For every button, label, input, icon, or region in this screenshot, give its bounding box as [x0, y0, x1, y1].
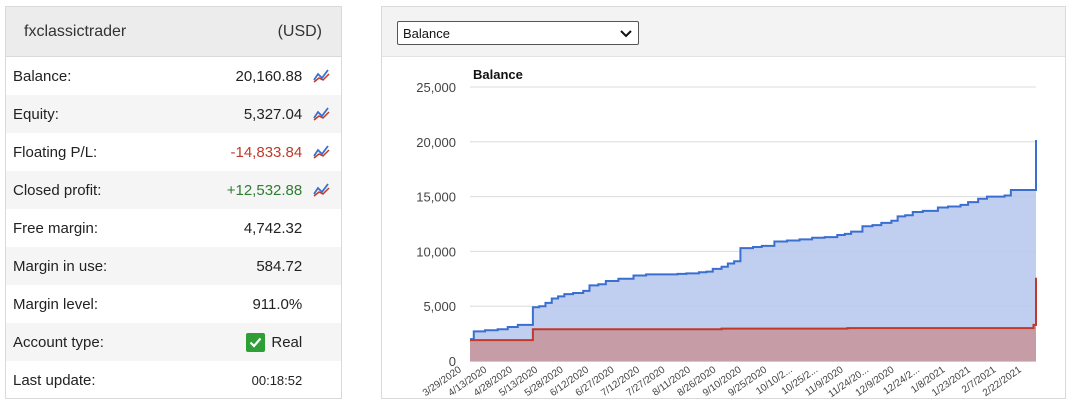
chart-type-select[interactable]: Balance — [397, 21, 639, 45]
free-margin-value: 4,742.32 — [243, 219, 303, 237]
balance-line — [470, 140, 1037, 341]
account-stats-table: Balance: 20,160.88 Equity: 5,327.04 Floa… — [6, 57, 341, 399]
chevron-down-icon — [620, 26, 632, 41]
floating-pl-value: -14,833.84 — [230, 143, 303, 161]
balance-row: Balance: 20,160.88 — [6, 57, 341, 95]
account-name[interactable]: fxclassictrader — [24, 22, 127, 40]
margin-in-use-value: 584.72 — [256, 257, 303, 275]
account-type-value: Real — [271, 333, 303, 351]
y-tick-label: 20,000 — [416, 135, 456, 150]
balance-value: 20,160.88 — [235, 67, 303, 85]
closed-profit-row: Closed profit: +12,532.88 — [6, 171, 341, 209]
margin-level-value: 911.0% — [252, 295, 303, 313]
checkmark-icon — [246, 332, 266, 352]
equity-row: Equity: 5,327.04 — [6, 95, 341, 133]
chart-line-icon[interactable] — [302, 106, 341, 122]
equity-label: Equity: — [13, 105, 59, 123]
balance-chart: 05,00010,00015,00020,00025,000Balance3/2… — [416, 67, 1037, 400]
free-margin-label: Free margin: — [13, 219, 99, 237]
chart-title: Balance — [473, 67, 523, 82]
floating-pl-row: Floating P/L: -14,833.84 — [6, 133, 341, 171]
balance-label: Balance: — [13, 67, 72, 85]
chart-line-icon[interactable] — [302, 144, 341, 160]
chart-type-selected: Balance — [403, 25, 450, 41]
account-currency: (USD) — [277, 22, 322, 40]
chart-line-icon[interactable] — [302, 68, 341, 84]
account-type-row: Account type: Real — [6, 323, 341, 361]
chart-panel: Balance 0 5,000 10,000 15,000 20,000 25,000 Ba… — [381, 6, 1066, 400]
y-tick-label: 10,000 — [416, 244, 456, 259]
margin-in-use-label: Margin in use: — [13, 257, 108, 275]
equity-area — [470, 277, 1036, 361]
equity-value: 5,327.04 — [243, 105, 303, 123]
margin-level-row: Margin level: 911.0% — [6, 285, 341, 323]
y-tick-label: 0 — [449, 354, 456, 369]
last-update-label: Last update: — [13, 371, 96, 389]
balance-area — [470, 140, 1036, 361]
last-update-value: 00:18:52 — [251, 372, 303, 388]
equity-line — [470, 277, 1037, 342]
free-margin-row: Free margin: 4,742.32 — [6, 209, 341, 247]
margin-in-use-row: Margin in use: 584.72 — [6, 247, 341, 285]
closed-profit-value: +12,532.88 — [226, 181, 303, 199]
floating-pl-label: Floating P/L: — [13, 143, 98, 161]
y-tick-label: 25,000 — [416, 80, 456, 95]
y-tick-label: 5,000 — [423, 299, 456, 314]
account-header: fxclassictrader (USD) — [6, 7, 341, 57]
y-tick-label: 15,000 — [416, 190, 456, 205]
closed-profit-label: Closed profit: — [13, 181, 102, 199]
chart-line-icon[interactable] — [302, 182, 341, 198]
last-update-row: Last update: 00:18:52 — [6, 361, 341, 399]
account-summary-panel: fxclassictrader (USD) Balance: 20,160.88… — [5, 6, 342, 399]
margin-level-label: Margin level: — [13, 295, 99, 313]
chart-toolbar: Balance — [382, 7, 1065, 57]
account-type-label: Account type: — [13, 333, 104, 351]
